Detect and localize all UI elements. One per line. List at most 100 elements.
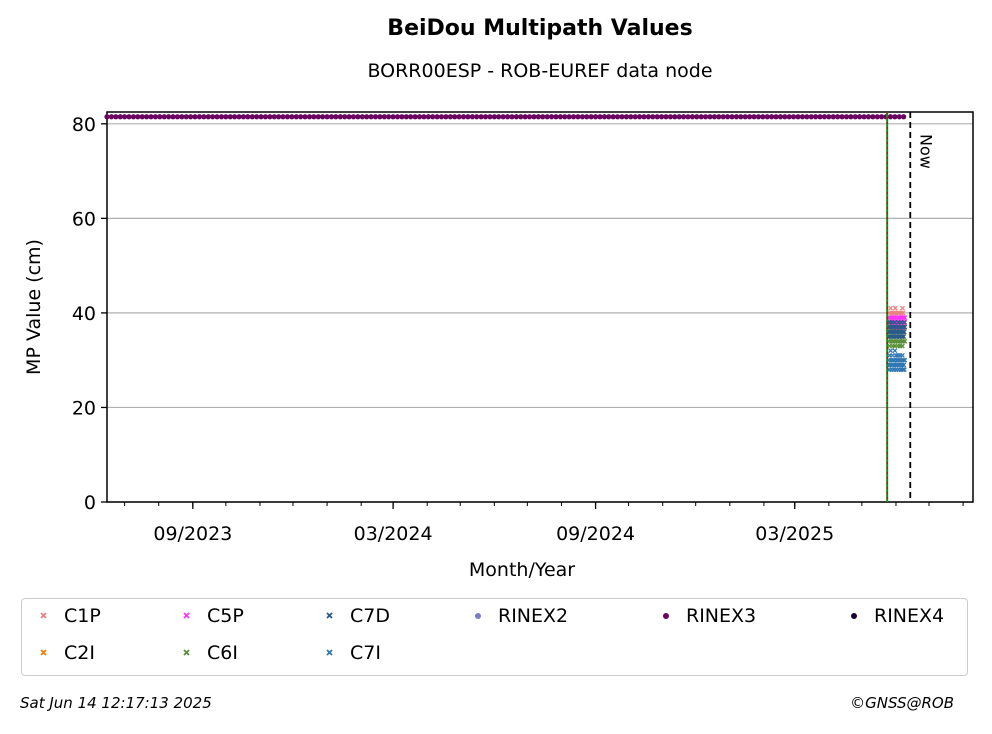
rinex3-point: [196, 114, 203, 120]
c1p-point: [899, 305, 905, 311]
legend-item-c1p: C1P: [36, 605, 101, 627]
legend-item-rinex2: RINEX2: [470, 605, 568, 627]
rinex3-point: [174, 114, 181, 120]
y-tick-label: 0: [84, 492, 96, 514]
rinex3-point: [284, 114, 291, 120]
rinex3-point: [210, 114, 216, 120]
c7d-point: [899, 334, 905, 340]
rinex3-point: [474, 114, 480, 120]
rinex3-point: [166, 114, 172, 120]
rinex3-point: [188, 114, 194, 120]
rinex3-point: [108, 114, 115, 120]
rinex3-point: [394, 114, 401, 120]
c7i-point: [899, 352, 905, 358]
rinex3-point: [531, 114, 537, 120]
rinex3-point: [773, 114, 779, 120]
rinex3-point: [289, 114, 295, 120]
rinex3-point: [399, 114, 405, 120]
rinex3-point: [130, 114, 137, 120]
rinex3-point: [623, 114, 629, 120]
rinex3-point: [509, 114, 515, 120]
rinex3-point: [782, 114, 788, 120]
legend-item-c7i: C7I: [322, 642, 381, 664]
rinex3-point: [170, 114, 176, 120]
rinex3-point: [685, 114, 691, 120]
rinex3-point: [267, 114, 273, 120]
rinex3-point: [364, 114, 370, 120]
rinex3-point: [870, 114, 876, 120]
rinex3-point: [469, 114, 475, 120]
rinex3-point: [716, 114, 722, 120]
rinex3-point: [562, 114, 568, 120]
dot-marker-icon: [658, 606, 686, 626]
rinex3-point: [218, 114, 225, 120]
c7i-point: [900, 357, 906, 363]
rinex3-point: [650, 114, 656, 120]
rinex3-point: [460, 114, 467, 120]
rinex3-point: [223, 114, 229, 120]
rinex3-point: [760, 114, 766, 120]
rinex3-point: [359, 114, 365, 120]
cross-marker-icon: [179, 606, 207, 626]
rinex3-point: [315, 114, 321, 120]
rinex3-point: [298, 114, 304, 120]
rinex3-point: [355, 114, 361, 120]
rinex3-point: [293, 114, 299, 120]
multipath-chart: 0 20 40 60 80 09/2023 03/2024 09/2024 03/2025 Mon…: [23, 111, 974, 581]
rinex3-point: [408, 114, 414, 120]
rinex3-point: [667, 114, 673, 120]
rinex3-point: [614, 114, 621, 120]
rinex3-point: [342, 114, 348, 120]
rinex3-point: [526, 114, 533, 120]
c7i-point: [892, 348, 898, 354]
rinex3-point: [707, 114, 713, 120]
rinex3-point: [201, 114, 207, 120]
rinex3-point: [152, 114, 159, 120]
c7d-point: [893, 324, 899, 330]
rinex3-point: [557, 114, 563, 120]
rinex3-point: [570, 114, 577, 120]
rinex3-point: [249, 114, 255, 120]
rinex3-point: [729, 114, 735, 120]
rinex3-point: [430, 114, 436, 120]
rinex3-point: [584, 114, 590, 120]
rinex3-point: [513, 114, 519, 120]
rinex3-point: [654, 114, 660, 120]
dot-marker-icon: [846, 606, 874, 626]
rinex3-point: [320, 114, 326, 120]
rinex3-point: [698, 114, 704, 120]
rinex3-point: [535, 114, 541, 120]
rinex3-point: [337, 114, 343, 120]
chart-subtitle: BORR00ESP - ROB-EUREF data node: [367, 60, 713, 82]
rinex3-point: [645, 114, 651, 120]
rinex3-point: [254, 114, 260, 120]
y-tick-label: 60: [72, 208, 96, 230]
rinex3-point: [636, 114, 643, 120]
chart-legend: C1P C5P C7D RINEX2 RINEX3 RINEX4 C2I C6I C7I: [21, 598, 968, 676]
rinex3-point: [276, 114, 282, 120]
rinex3-point: [861, 114, 867, 120]
x-axis-label: Month/Year: [469, 559, 575, 581]
rinex3-point: [324, 114, 330, 120]
rinex3-point: [857, 114, 863, 120]
c7i-point: [888, 348, 894, 354]
rinex3-point: [689, 114, 696, 120]
rinex3-point: [443, 114, 449, 120]
y-tick-label: 80: [72, 114, 96, 136]
rinex3-point: [540, 114, 546, 120]
rinex3-point: [377, 114, 383, 120]
rinex3-point: [680, 114, 687, 120]
chart-title: BeiDou Multipath Values: [387, 16, 693, 41]
rinex3-point: [879, 114, 885, 120]
rinex3-point: [144, 114, 150, 120]
c7d-point: [901, 329, 907, 335]
rinex3-point: [368, 114, 374, 120]
rinex3-point: [799, 114, 806, 120]
legend-label: C7D: [350, 605, 390, 627]
rinex3-point: [421, 114, 427, 120]
rinex3-point: [306, 114, 313, 120]
rinex3-point: [632, 114, 638, 120]
rinex3-point: [658, 114, 665, 120]
c7i-point: [902, 357, 908, 363]
rinex3-point: [148, 114, 154, 120]
